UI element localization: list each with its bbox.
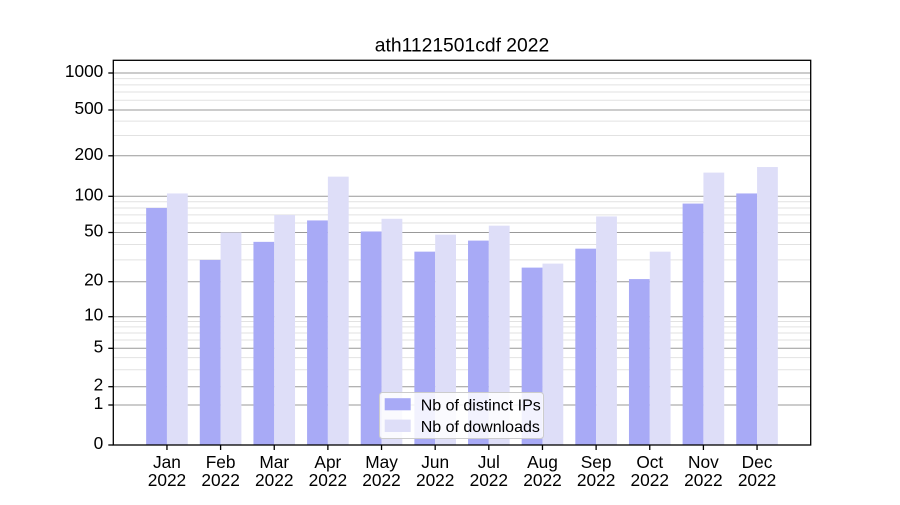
svg-text:Nov: Nov: [688, 452, 719, 472]
svg-text:Sep: Sep: [581, 452, 612, 472]
svg-text:2022: 2022: [309, 470, 347, 490]
svg-text:1: 1: [94, 393, 104, 413]
svg-text:Nb of distinct IPs: Nb of distinct IPs: [421, 398, 541, 415]
svg-text:Dec: Dec: [742, 452, 773, 472]
svg-text:0: 0: [94, 433, 104, 453]
svg-text:5: 5: [94, 336, 104, 356]
svg-text:2022: 2022: [148, 470, 186, 490]
svg-text:1000: 1000: [65, 61, 103, 81]
svg-text:2: 2: [94, 375, 104, 395]
svg-text:Feb: Feb: [206, 452, 236, 472]
svg-text:2022: 2022: [416, 470, 454, 490]
svg-text:Apr: Apr: [314, 452, 341, 472]
svg-text:2022: 2022: [523, 470, 561, 490]
svg-text:2022: 2022: [255, 470, 293, 490]
svg-text:Nb of downloads: Nb of downloads: [421, 419, 540, 436]
svg-text:20: 20: [84, 270, 103, 290]
svg-text:100: 100: [74, 184, 103, 204]
svg-text:Aug: Aug: [527, 452, 558, 472]
svg-text:10: 10: [84, 305, 103, 325]
svg-text:2022: 2022: [738, 470, 776, 490]
svg-text:Mar: Mar: [259, 452, 289, 472]
svg-text:Oct: Oct: [636, 452, 663, 472]
svg-text:Jan: Jan: [153, 452, 181, 472]
svg-text:Jun: Jun: [421, 452, 449, 472]
svg-text:2022: 2022: [631, 470, 669, 490]
svg-text:2022: 2022: [201, 470, 239, 490]
svg-text:Jul: Jul: [478, 452, 500, 472]
svg-text:ath1121501cdf 2022: ath1121501cdf 2022: [375, 36, 549, 57]
svg-text:2022: 2022: [577, 470, 615, 490]
svg-text:2022: 2022: [362, 470, 400, 490]
svg-text:500: 500: [74, 98, 103, 118]
svg-text:200: 200: [74, 144, 103, 164]
svg-text:50: 50: [84, 221, 103, 241]
svg-text:2022: 2022: [470, 470, 508, 490]
svg-text:2022: 2022: [684, 470, 722, 490]
svg-text:May: May: [365, 452, 398, 472]
